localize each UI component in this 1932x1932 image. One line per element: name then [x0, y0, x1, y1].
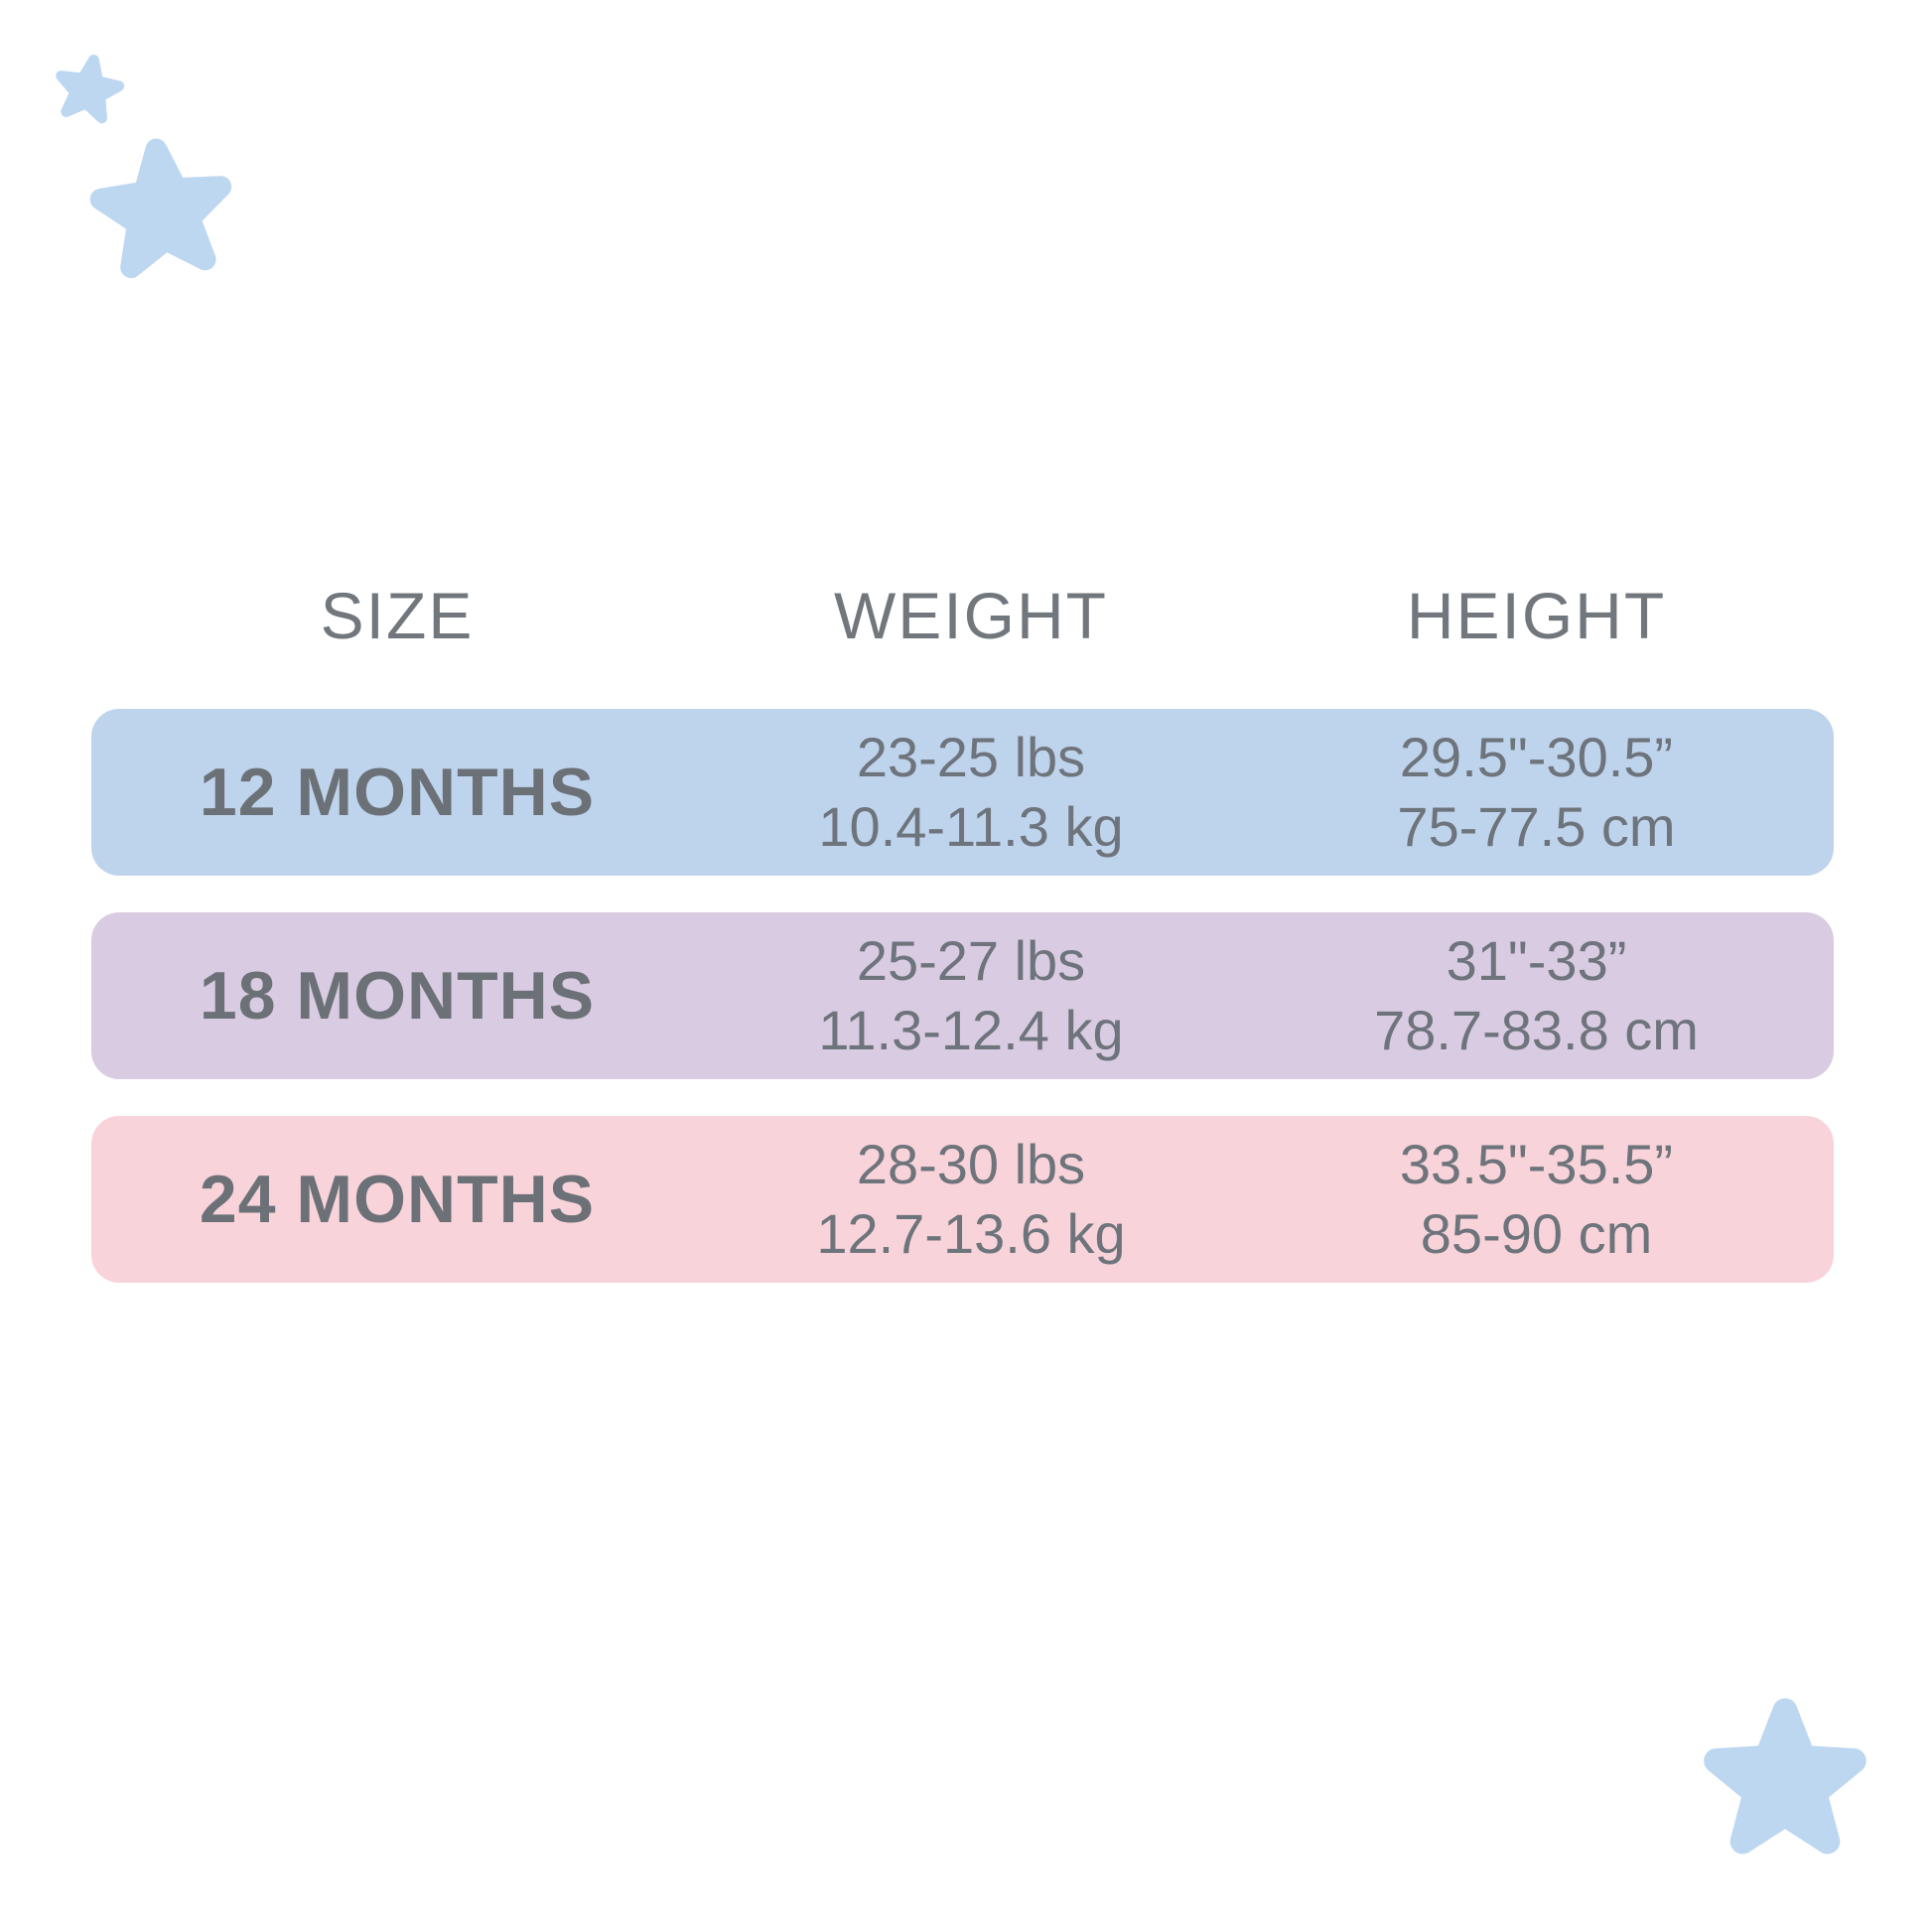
height-cm: 85-90 cm [1420, 1202, 1653, 1265]
star-shape [89, 138, 232, 279]
weight-lbs: 25-27 lbs [856, 929, 1086, 992]
size-label: 24 MONTHS [199, 1162, 596, 1237]
size-label: 12 MONTHS [199, 755, 596, 830]
star-icon [89, 138, 232, 279]
table-row: 12 MONTHS 23-25 lbs 10.4-11.3 kg 29.5"-3… [91, 709, 1834, 876]
weight-lbs: 23-25 lbs [856, 726, 1086, 788]
weight-cell: 23-25 lbs 10.4-11.3 kg [703, 723, 1239, 862]
table-row: 18 MONTHS 25-27 lbs 11.3-12.4 kg 31"-33”… [91, 912, 1834, 1079]
height-cell: 31"-33” 78.7-83.8 cm [1239, 926, 1834, 1065]
weight-cell: 28-30 lbs 12.7-13.6 kg [703, 1130, 1239, 1269]
height-in: 31"-33” [1446, 929, 1627, 992]
weight-lbs: 28-30 lbs [856, 1133, 1086, 1195]
star-shape [56, 54, 125, 124]
star-icon [56, 54, 125, 124]
column-header-height: HEIGHT [1406, 579, 1667, 652]
height-cm: 78.7-83.8 cm [1374, 999, 1699, 1061]
height-cell: 33.5"-35.5” 85-90 cm [1239, 1130, 1834, 1269]
height-cm: 75-77.5 cm [1397, 795, 1676, 858]
weight-kg: 10.4-11.3 kg [818, 795, 1124, 858]
weight-kg: 12.7-13.6 kg [816, 1202, 1126, 1265]
weight-kg: 11.3-12.4 kg [818, 999, 1124, 1061]
table-row: 24 MONTHS 28-30 lbs 12.7-13.6 kg 33.5"-3… [91, 1116, 1834, 1283]
weight-cell: 25-27 lbs 11.3-12.4 kg [703, 926, 1239, 1065]
column-header-size: SIZE [320, 579, 475, 652]
height-in: 33.5"-35.5” [1399, 1133, 1674, 1195]
table-header: SIZE WEIGHT HEIGHT [91, 572, 1834, 659]
star-icon [1704, 1698, 1866, 1855]
star-shape [1704, 1698, 1866, 1855]
height-cell: 29.5"-30.5” 75-77.5 cm [1239, 723, 1834, 862]
size-label: 18 MONTHS [199, 958, 596, 1034]
column-header-weight: WEIGHT [834, 579, 1108, 652]
height-in: 29.5"-30.5” [1399, 726, 1674, 788]
